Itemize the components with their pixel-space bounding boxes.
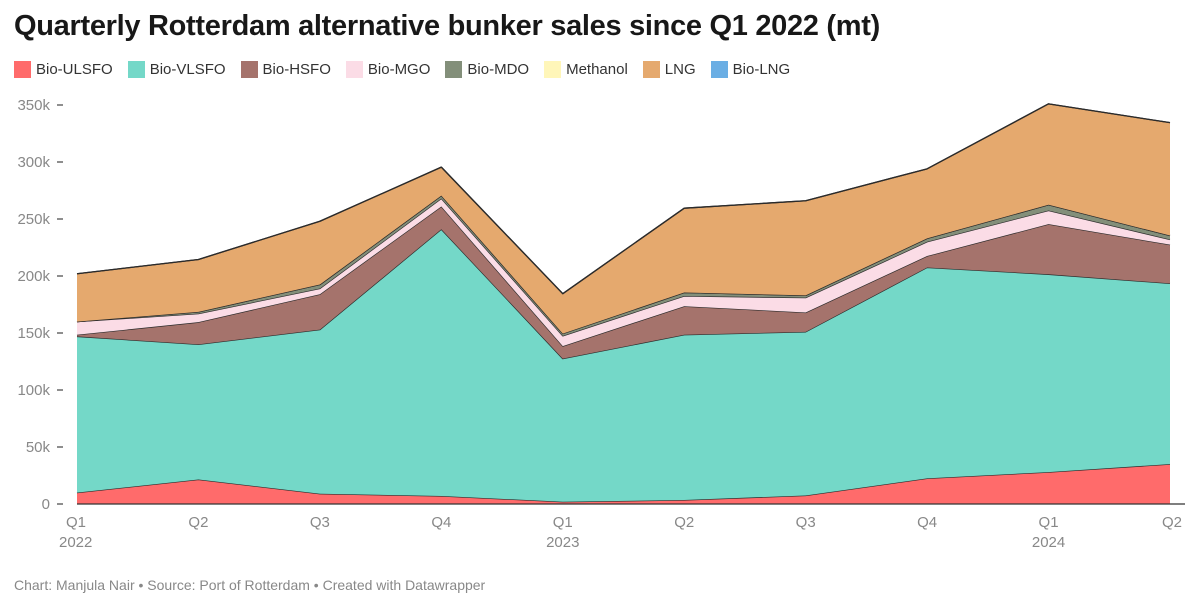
x-tick-label: Q4 bbox=[917, 514, 937, 531]
legend-label: Bio-MDO bbox=[467, 61, 530, 78]
legend-label: Bio-LNG bbox=[732, 61, 791, 78]
legend-item-bio-hsfo: Bio-HSFO bbox=[240, 61, 331, 78]
legend-item-methanol: Methanol bbox=[544, 61, 628, 78]
legend-swatch bbox=[240, 61, 258, 78]
y-tick-label: 300k bbox=[17, 154, 50, 171]
legend-item-bio-lng: Bio-LNG bbox=[710, 61, 791, 78]
area-bio-hsfo bbox=[77, 206, 1170, 359]
x-tick-label: Q3 bbox=[310, 514, 330, 531]
legend-swatch bbox=[642, 61, 660, 78]
x-tick-label: Q1 bbox=[553, 514, 573, 531]
legend-item-bio-mgo: Bio-MGO bbox=[345, 61, 431, 78]
y-tick-label: 200k bbox=[17, 268, 50, 285]
legend-label: LNG bbox=[664, 61, 696, 78]
legend-item-bio-mdo: Bio-MDO bbox=[445, 61, 529, 78]
legend-swatch bbox=[14, 61, 31, 78]
legend-item-bio-vlsfo: Bio-VLSFO bbox=[127, 61, 226, 78]
x-tick-label: Q2 bbox=[1162, 514, 1182, 531]
chart-legend: Bio-ULSFO Bio-VLSFO Bio-HSFO Bio-MGO Bio-MDO… bbox=[14, 61, 805, 78]
legend-label: Bio-HSFO bbox=[262, 61, 331, 78]
x-tick-year-label: 2023 bbox=[546, 534, 579, 551]
y-tick-label: 250k bbox=[17, 211, 50, 228]
y-tick-label: 100k bbox=[17, 382, 50, 399]
legend-label: Methanol bbox=[566, 61, 628, 78]
x-tick-label: Q3 bbox=[796, 514, 816, 531]
area-bio-mdo bbox=[77, 195, 1170, 336]
chart-footer: Chart: Manjula Nair • Source: Port of Ro… bbox=[14, 577, 486, 593]
legend-label: Bio-VLSFO bbox=[149, 61, 226, 78]
y-tick-label: 150k bbox=[17, 325, 50, 342]
y-tick-label: 50k bbox=[26, 439, 51, 456]
x-tick-label: Q1 bbox=[1039, 514, 1059, 531]
area-lng bbox=[77, 103, 1170, 334]
x-tick-label: Q1 bbox=[66, 514, 86, 531]
area-bio-vlsfo bbox=[77, 229, 1170, 502]
x-tick-label: Q4 bbox=[431, 514, 451, 531]
legend-item-lng: LNG bbox=[642, 61, 696, 78]
chart-title: Quarterly Rotterdam alternative bunker s… bbox=[14, 10, 880, 42]
legend-label: Bio-ULSFO bbox=[36, 61, 113, 78]
series-line-bio-lng bbox=[76, 103, 1171, 295]
legend-swatch bbox=[345, 61, 363, 78]
x-tick-year-label: 2022 bbox=[59, 534, 92, 551]
legend-swatch bbox=[544, 61, 562, 78]
y-tick-label: 0 bbox=[42, 496, 50, 513]
area-bio-ulsfo bbox=[77, 464, 1170, 504]
legend-swatch bbox=[127, 61, 145, 78]
y-tick-label: 350k bbox=[17, 97, 50, 114]
legend-swatch bbox=[445, 61, 463, 78]
x-tick-year-label: 2024 bbox=[1032, 534, 1065, 551]
legend-item-bio-ulsfo: Bio-ULSFO bbox=[14, 61, 113, 78]
x-tick-label: Q2 bbox=[188, 514, 208, 531]
x-tick-label: Q2 bbox=[674, 514, 694, 531]
legend-swatch bbox=[710, 61, 728, 78]
legend-label: Bio-MGO bbox=[367, 61, 431, 78]
